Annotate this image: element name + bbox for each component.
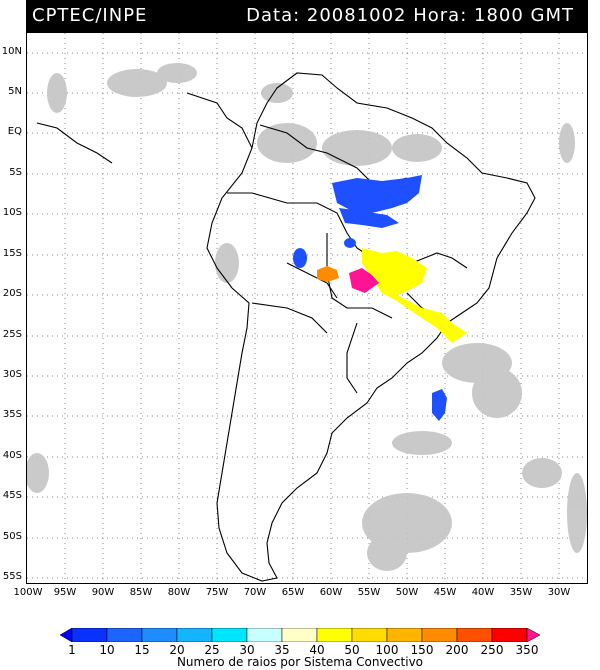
colorbar-swatch	[106, 628, 143, 642]
colorbar-label: 25	[204, 643, 220, 657]
colorbar-swatch	[281, 628, 318, 642]
lon-label: 100W	[13, 587, 43, 598]
conv-blue-north	[332, 175, 422, 213]
map-frame	[26, 32, 588, 584]
lat-label: EQ	[7, 126, 22, 137]
lon-label: 60W	[319, 587, 343, 598]
lon-label: 50W	[395, 587, 419, 598]
colorbar-swatch	[246, 628, 283, 642]
conv-blue-south	[432, 389, 447, 421]
conv-orange	[317, 266, 339, 282]
lat-label: 5N	[8, 86, 22, 97]
colorbar-swatch	[176, 628, 213, 642]
datetime-label: Data: 20081002 Hora: 1800 GMT	[246, 5, 574, 26]
lon-label: 40W	[471, 587, 495, 598]
conv-yellow	[362, 248, 467, 343]
cloud-cover	[27, 63, 587, 571]
lat-label: 5S	[9, 167, 22, 178]
lon-label: 85W	[129, 587, 153, 598]
lon-label: 65W	[281, 587, 305, 598]
colorbar-arrow-left	[60, 628, 73, 642]
colorbar-label: 100	[375, 643, 399, 657]
colorbar-arrow-right	[526, 628, 540, 642]
colorbar	[60, 628, 540, 642]
colorbar-label: 35	[274, 643, 290, 657]
lat-label: 30S	[2, 369, 22, 380]
lon-label: 75W	[205, 587, 229, 598]
conv-pink	[349, 268, 379, 293]
lat-label: 45S	[2, 490, 22, 501]
lat-label: 20S	[2, 288, 22, 299]
source-label: CPTEC/INPE	[32, 5, 148, 26]
conv-blue-small	[344, 238, 356, 248]
colorbar-label: 10	[99, 643, 115, 657]
colorbar-label: 30	[239, 643, 255, 657]
colorbar-swatch	[386, 628, 423, 642]
map-header: CPTEC/INPE Data: 20081002 Hora: 1800 GMT	[26, 0, 588, 32]
lon-label: 70W	[243, 587, 267, 598]
colorbar-swatch	[456, 628, 493, 642]
lat-label: 35S	[2, 409, 22, 420]
colorbar-label: 15	[134, 643, 150, 657]
map-canvas	[27, 33, 587, 583]
colorbar-swatch	[491, 628, 528, 642]
lat-label: 10S	[2, 207, 22, 218]
colorbar-label: 50	[344, 643, 360, 657]
colorbar-swatch	[71, 628, 108, 642]
lat-label: 25S	[2, 329, 22, 340]
colorbar-swatch	[316, 628, 353, 642]
colorbar-swatch	[351, 628, 388, 642]
colorbar-label: 150	[410, 643, 434, 657]
grid-lines	[27, 33, 587, 583]
colorbar-swatch	[141, 628, 178, 642]
colorbar-swatch	[211, 628, 248, 642]
lat-label: 50S	[2, 531, 22, 542]
lon-label: 55W	[357, 587, 381, 598]
conv-blue-mid	[339, 208, 399, 228]
lon-label: 80W	[167, 587, 191, 598]
lat-label: 40S	[2, 450, 22, 461]
colorbar-label: 250	[480, 643, 504, 657]
lat-label: 10N	[1, 46, 22, 57]
colorbar-title: Numero de raios por Sistema Convectivo	[176, 655, 424, 669]
colorbar-swatch	[421, 628, 458, 642]
lon-label: 35W	[509, 587, 533, 598]
colorbar-label: 350	[515, 643, 539, 657]
colorbar-label: 40	[309, 643, 325, 657]
convective-systems	[293, 175, 467, 421]
lon-label: 30W	[547, 587, 571, 598]
colorbar-label: 20	[169, 643, 185, 657]
conv-blue-west	[293, 248, 307, 268]
lon-label: 45W	[433, 587, 457, 598]
lat-label: 15S	[2, 248, 22, 259]
lon-label: 95W	[53, 587, 77, 598]
colorbar-label: 1	[68, 643, 76, 657]
lat-label: 55S	[2, 571, 22, 582]
colorbar-label: 200	[445, 643, 469, 657]
lon-label: 90W	[91, 587, 115, 598]
